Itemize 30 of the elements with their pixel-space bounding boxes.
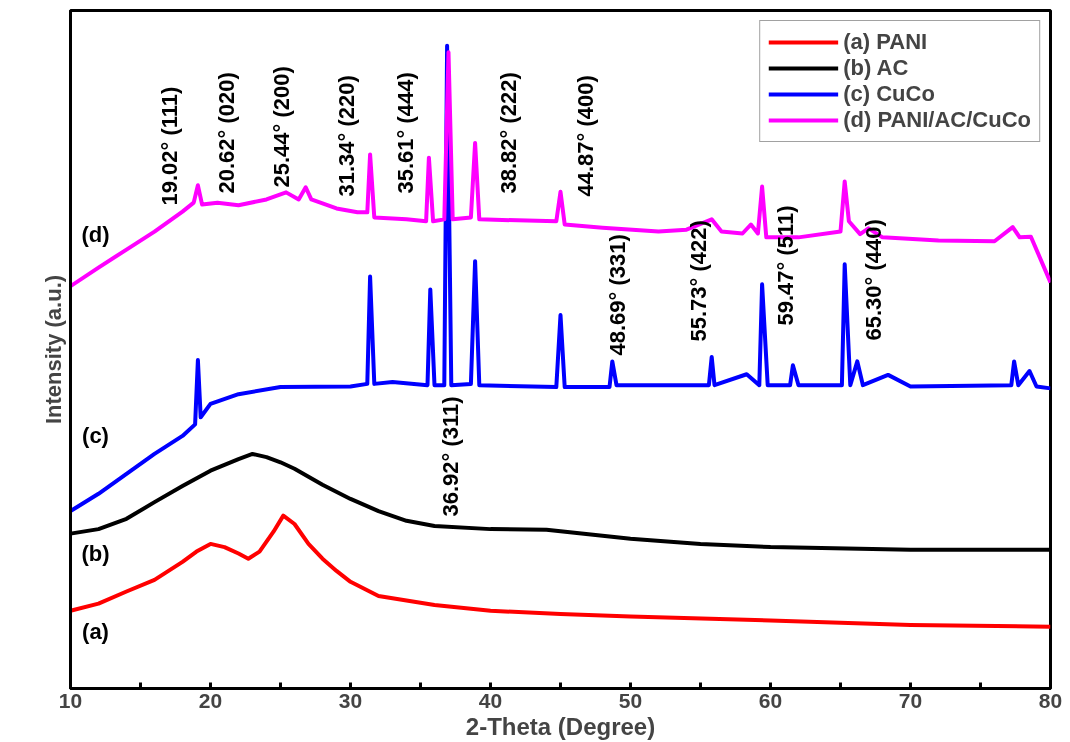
annotation: 48.69° (331) — [605, 234, 630, 356]
legend-label: (a) PANI — [843, 29, 928, 55]
annotation: 55.73° (422) — [686, 220, 711, 342]
x-tick-label: 70 — [898, 688, 923, 712]
annotation: 38.82° (222) — [496, 72, 521, 194]
annotation: 65.30° (440) — [861, 219, 886, 341]
annotation: 36.92° (311) — [438, 396, 463, 517]
x-tick-label: 20 — [198, 688, 223, 712]
annotation: 19.02° (111) — [157, 86, 182, 206]
annotation: 31.34° (220) — [334, 75, 359, 197]
y-axis-title: Intensity (a.u.) — [40, 274, 66, 425]
legend-label: (d) PANI/AC/CuCo — [843, 107, 1031, 133]
annotation: (c) — [82, 423, 109, 448]
annotation: 44.87° (400) — [573, 75, 598, 197]
x-axis-title: 2-Theta (Degree) — [465, 712, 656, 740]
x-tick-label: 10 — [58, 688, 83, 712]
x-tick-label: 60 — [758, 688, 783, 712]
annotation: 59.47° (511) — [773, 205, 798, 326]
annotation: (a) — [82, 619, 109, 644]
annotation: (d) — [81, 222, 110, 247]
annotation: (b) — [81, 541, 110, 566]
x-tick-label: 30 — [338, 688, 363, 712]
x-tick-label: 80 — [1038, 688, 1063, 712]
x-tick-label: 50 — [618, 688, 643, 712]
annotation: 20.62° (020) — [214, 72, 239, 194]
x-tick-label: 40 — [478, 688, 503, 712]
legend-label: (b) AC — [843, 55, 909, 81]
legend-label: (c) CuCo — [843, 81, 935, 107]
annotation: 25.44° (200) — [269, 66, 294, 188]
annotation: 35.61° (444) — [393, 72, 418, 194]
